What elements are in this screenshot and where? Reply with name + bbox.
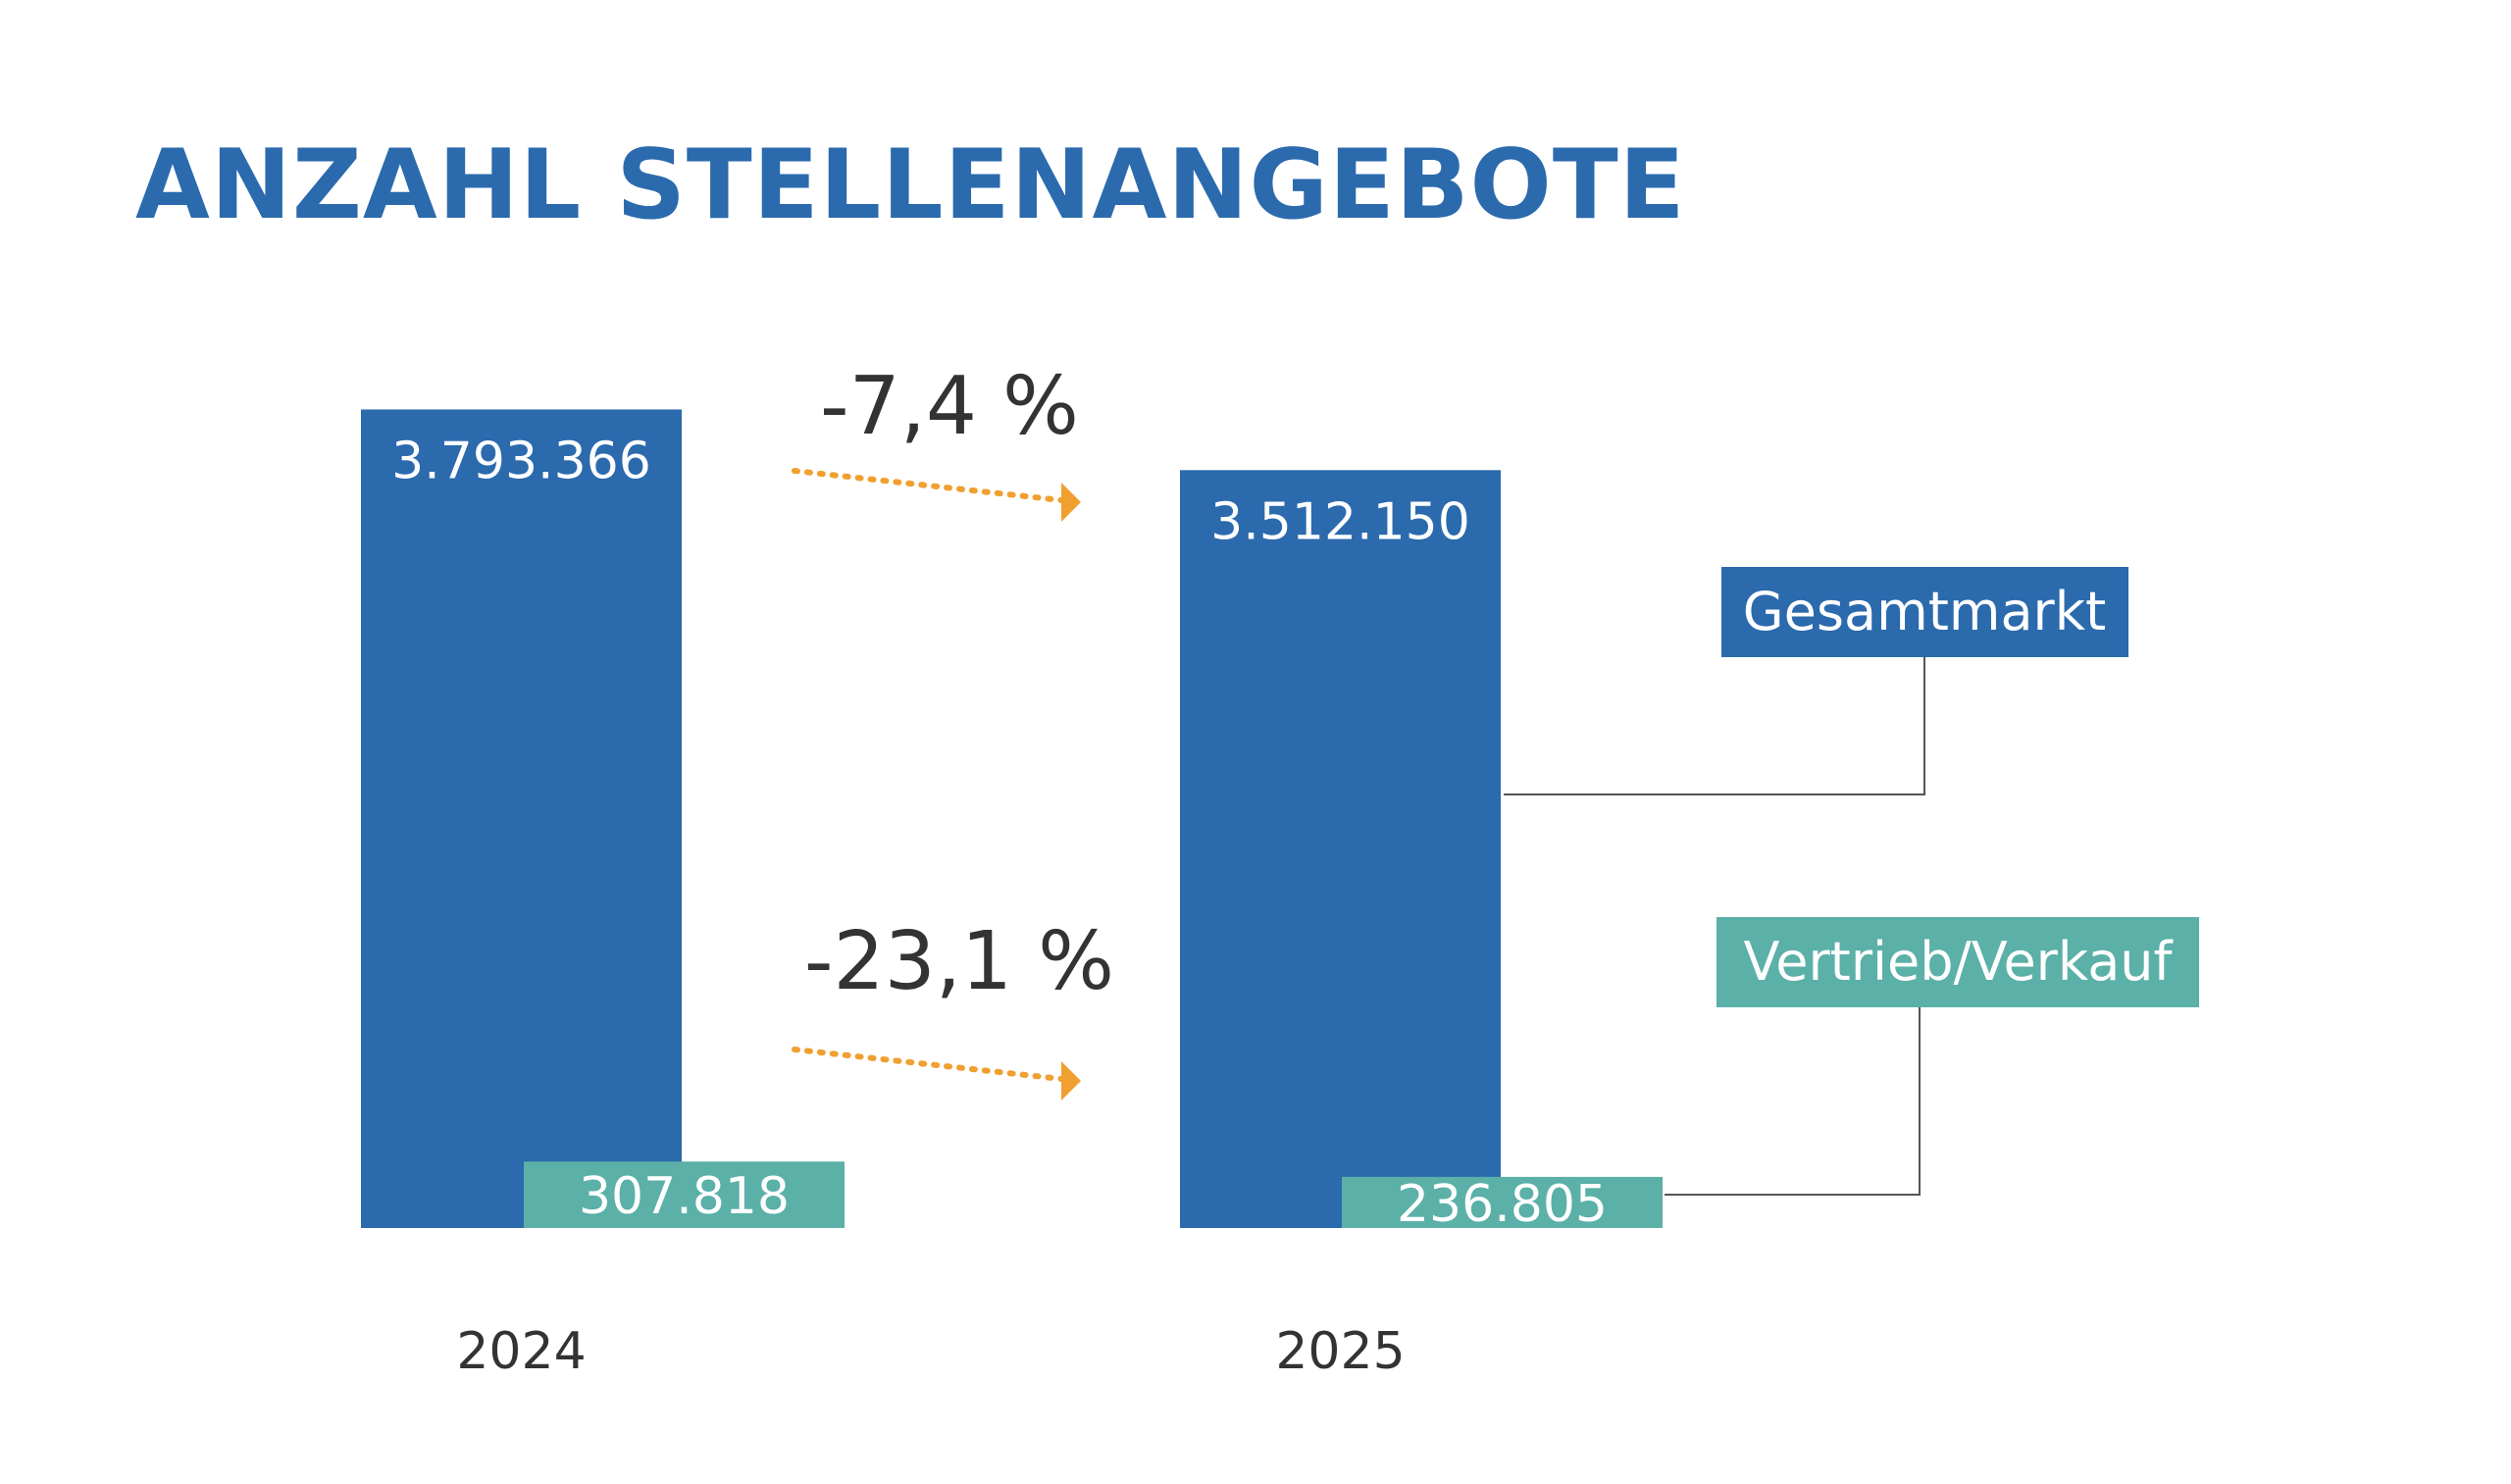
data-label-gesamtmarkt-2024: 3.793.366 <box>391 432 651 490</box>
labels-layer: 3.793.366 307.818 2024 3.512.150 236.805 2025… <box>391 360 2174 1381</box>
data-label-vertrieb-2024: 307.818 <box>579 1167 790 1226</box>
data-label-vertrieb-2025: 236.805 <box>1397 1175 1608 1234</box>
bar-vertrieb-2024 <box>524 1161 845 1228</box>
data-label-gesamtmarkt-2025: 3.512.150 <box>1210 492 1470 551</box>
chevron-right-icon <box>1061 483 1081 522</box>
chevron-right-icon <box>1061 1061 1081 1100</box>
bars-layer <box>361 409 1663 1228</box>
legend-box-gesamtmarkt <box>1721 567 2128 657</box>
x-tick-label-2024: 2024 <box>456 1322 586 1381</box>
legend-leader-gesamtmarkt <box>1504 657 1925 795</box>
legend-layer <box>1504 567 2199 1196</box>
bar-gesamtmarkt-2025 <box>1180 470 1501 1228</box>
legend-label-gesamtmarkt: Gesamtmarkt <box>1743 581 2106 642</box>
change-label-vertrieb: -23,1 % <box>804 915 1114 1008</box>
chart-title: ANZAHL STELLENANGEBOTE <box>135 129 1686 241</box>
bar-vertrieb-2025 <box>1342 1176 1663 1228</box>
change-arrows-layer <box>792 468 1081 1100</box>
bar-gesamtmarkt-2024 <box>361 409 682 1228</box>
change-label-gesamtmarkt: -7,4 % <box>820 360 1079 453</box>
legend-label-vertrieb: Vertrieb/Verkauf <box>1743 931 2174 993</box>
change-arrow-line-gesamtmarkt <box>792 468 1064 503</box>
legend-box-vertrieb <box>1717 917 2199 1007</box>
change-arrow-line-vertrieb <box>792 1047 1064 1082</box>
legend-leader-vertrieb <box>1665 1007 1921 1196</box>
x-tick-label-2025: 2025 <box>1275 1322 1405 1381</box>
